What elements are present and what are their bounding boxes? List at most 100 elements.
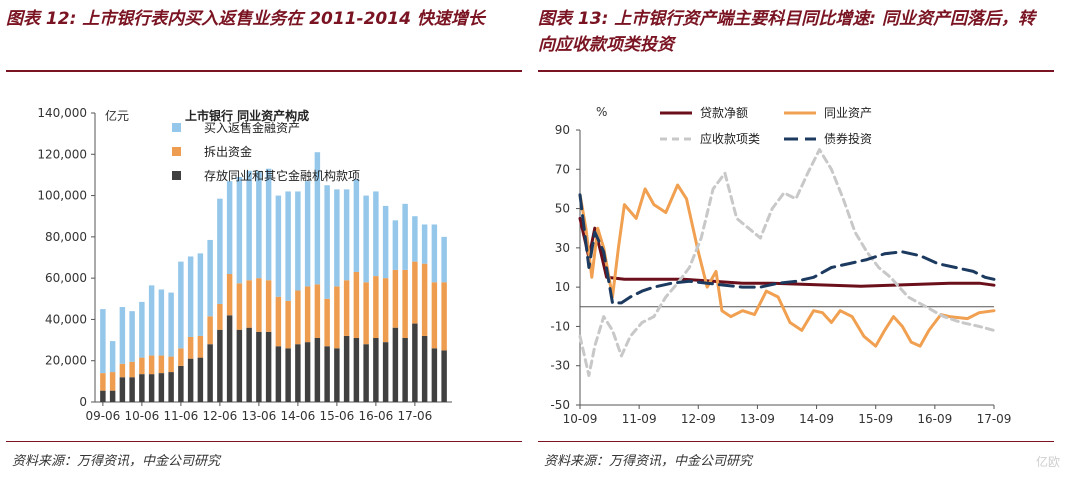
bar-segment (119, 377, 126, 402)
bar-segment (343, 189, 350, 281)
bar-segment (285, 348, 291, 402)
y-tick-label: 10 (555, 280, 570, 294)
bar-segment (148, 374, 155, 402)
y-tick-label: 20,000 (45, 354, 87, 368)
bar-segment (334, 286, 340, 349)
bar-segment (363, 344, 369, 402)
y-tick-label: 90 (555, 123, 570, 137)
legend-label: 应收款项类 (700, 131, 760, 146)
bar-segment (314, 152, 321, 285)
bar-segment (178, 348, 184, 366)
bar-segment (187, 336, 194, 359)
x-tick-label: 16-06 (358, 409, 393, 423)
bar-segment (187, 358, 194, 402)
bar-segment (197, 357, 204, 402)
bar-segment (265, 168, 272, 281)
left-title-rule (6, 70, 522, 72)
legend-label: 拆出资金 (204, 144, 252, 159)
line-chart: -50 -30 -10 10 30 50 70 90% 10-09 11-09 12-09 13-09… (550, 105, 1012, 426)
bar-segment (207, 239, 213, 317)
bar-segment (304, 286, 311, 343)
bar-segment (256, 170, 262, 279)
legend-label: 债券投资 (824, 131, 872, 146)
y-tick-label: 70 (555, 162, 570, 176)
x-tick-label: 15-06 (319, 409, 354, 423)
bar-segment (285, 191, 291, 301)
bar-segment (256, 278, 262, 332)
x-tick-label: 16-09 (917, 412, 952, 426)
bar-segment (441, 236, 447, 283)
bar-segment (207, 316, 213, 345)
bar-segment (100, 373, 106, 391)
bar-segment (226, 181, 233, 275)
legend-swatch (172, 171, 181, 180)
bar-segment (236, 329, 243, 402)
x-tick-label: 13-09 (740, 412, 775, 426)
bar-segment (353, 179, 360, 272)
bar-segment (373, 276, 379, 339)
x-tick-label: 17-09 (977, 412, 1012, 426)
legend-title: 上市银行 同业资产构成 (185, 108, 309, 123)
x-tick-label: 09-06 (85, 409, 120, 423)
bar-segment (265, 331, 272, 402)
bar-segment (295, 290, 301, 345)
bar-segment (402, 203, 408, 270)
bar-segment (421, 224, 428, 264)
bar-segment (441, 282, 447, 351)
bar-segment (109, 372, 116, 391)
bar-segment (226, 274, 233, 316)
y-tick-label: 40,000 (45, 312, 87, 326)
bar-segment (343, 280, 350, 336)
bar-segment (373, 191, 379, 277)
y-axis-unit: % (596, 105, 607, 119)
left-source-note: 资料来源：万得资讯，中金公司研究 (12, 454, 221, 469)
bar-segment (178, 261, 184, 349)
series-line (578, 183, 996, 348)
bar-segment (217, 303, 223, 330)
bar-segment (382, 342, 389, 402)
legend-label: 贷款净额 (700, 106, 748, 120)
y-tick-label: 100,000 (37, 189, 87, 203)
y-tick-label: 80,000 (45, 230, 87, 244)
bar-segment (236, 176, 243, 284)
x-tick-label: 14-06 (280, 409, 315, 423)
bar-segment (382, 278, 389, 343)
bar-segment (353, 271, 360, 339)
x-tick-label: 13-06 (241, 409, 276, 423)
bar-segment (197, 335, 204, 358)
bar-segment (139, 357, 145, 375)
bar-segment (314, 284, 321, 339)
bar-segment (402, 338, 408, 402)
legend-label: 存放同业和其它金融机构款项 (204, 168, 360, 183)
bar-segment (343, 335, 350, 402)
legend-label: 买入返售金融资产 (204, 120, 300, 135)
x-tick-label: 10-09 (563, 412, 598, 426)
bar-segment (178, 365, 184, 402)
stacked-bar-chart: 0 20,000 40,000 60,000 80,000 100,000 120,000 1… (37, 106, 452, 423)
legend-swatch (172, 123, 181, 132)
bar-segment (363, 195, 369, 283)
bar-segment (217, 329, 223, 402)
bar-segment (412, 261, 418, 324)
bar-segment (275, 296, 282, 347)
bar-segment (392, 269, 399, 328)
bar-segment (100, 309, 106, 374)
bar-segment (246, 327, 252, 402)
bar-segment (373, 338, 379, 402)
y-tick-label: 0 (79, 395, 87, 409)
bar-segment (168, 356, 174, 373)
bar-segment (324, 298, 330, 347)
bar-segment (129, 377, 135, 402)
bar-segment (148, 285, 155, 356)
series-line (578, 216, 996, 288)
x-tick-label: 11-09 (622, 412, 657, 426)
bar-segment (295, 191, 301, 291)
bar-segment (441, 350, 447, 402)
bar-segment (304, 342, 311, 402)
y-tick-label: 30 (555, 241, 570, 255)
bar-segment (431, 348, 438, 402)
bar-segment (304, 181, 311, 287)
left-source-rule (6, 441, 522, 442)
y-tick-label: -10 (550, 319, 570, 333)
series-line (578, 193, 996, 305)
